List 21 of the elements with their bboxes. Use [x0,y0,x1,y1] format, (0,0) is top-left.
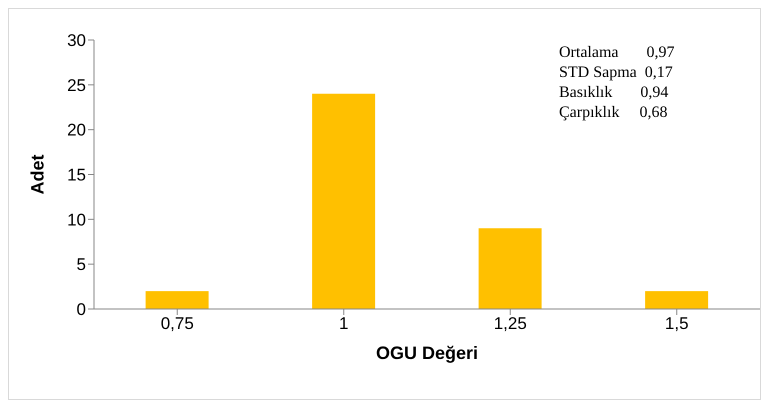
y-tick-label: 15 [67,166,86,185]
y-tick-label: 10 [67,210,86,230]
y-tick-label: 25 [67,76,86,95]
annotation: Çarpıklık 0,68 [559,103,668,123]
y-tick-label: 20 [67,120,86,140]
x-axis-title: OGU Değeri [376,343,478,363]
x-tick-label: 1,5 [664,314,689,334]
bar [645,291,708,309]
bar [478,228,542,309]
y-axis-title: Adet [27,154,48,194]
annotation: Ortalama 0,97 [559,43,675,63]
y-tick-label: 30 [67,31,86,50]
x-tick-label: 1 [339,314,348,334]
y-tick-label: 0 [76,300,86,320]
x-tick-label: 0,75 [160,314,194,334]
annotation: STD Sapma 0,17 [559,63,674,83]
annotation: Basıklık 0,94 [559,83,670,103]
y-tick-label: 5 [76,255,86,274]
bar [146,291,209,309]
x-tick-label: 1,25 [494,314,527,334]
bar [312,94,376,309]
